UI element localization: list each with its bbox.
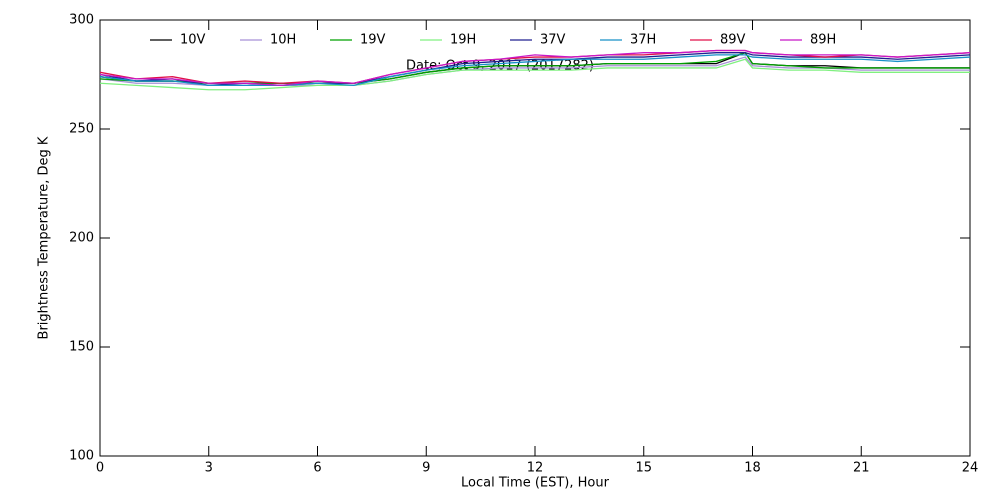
x-axis-label: Local Time (EST), Hour bbox=[461, 476, 610, 491]
x-tick-label: 12 bbox=[527, 461, 544, 476]
x-tick-label: 24 bbox=[962, 461, 979, 476]
x-tick-label: 18 bbox=[744, 461, 761, 476]
x-tick-label: 21 bbox=[853, 461, 870, 476]
legend-label: 10V bbox=[180, 33, 206, 48]
series-line bbox=[99, 49, 971, 84]
series-line bbox=[99, 58, 970, 91]
x-tick-label: 15 bbox=[635, 461, 652, 476]
y-tick-label: 200 bbox=[69, 231, 94, 246]
legend-label: 89H bbox=[810, 33, 836, 48]
x-tick-label: 0 bbox=[96, 461, 104, 476]
legend-label: 37V bbox=[540, 33, 566, 48]
legend-label: 89V bbox=[720, 33, 746, 48]
x-tick-label: 6 bbox=[313, 461, 321, 476]
legend-label: 10H bbox=[270, 33, 296, 48]
y-tick-label: 300 bbox=[69, 13, 94, 28]
series-line bbox=[99, 49, 971, 87]
y-axis-label: Brightness Temperature, Deg K bbox=[37, 136, 52, 339]
series-line bbox=[99, 54, 971, 87]
legend-label: 37H bbox=[630, 33, 656, 48]
legend-label: 19H bbox=[450, 33, 476, 48]
y-tick-label: 250 bbox=[69, 122, 94, 137]
y-tick-label: 150 bbox=[69, 340, 94, 355]
x-tick-label: 9 bbox=[422, 461, 430, 476]
x-tick-label: 3 bbox=[205, 461, 213, 476]
legend-label: 19V bbox=[360, 33, 386, 48]
y-tick-label: 100 bbox=[69, 449, 94, 464]
